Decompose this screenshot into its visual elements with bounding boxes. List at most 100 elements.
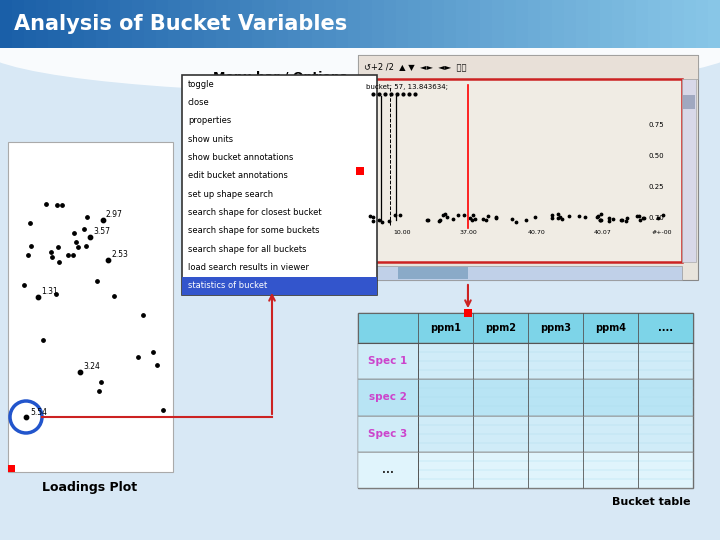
Text: Loadings Plot: Loadings Plot bbox=[42, 481, 138, 494]
Text: 40.70: 40.70 bbox=[528, 230, 546, 235]
Text: 0.50: 0.50 bbox=[649, 153, 664, 159]
Bar bbox=[288, 0, 301, 48]
Point bbox=[621, 214, 633, 222]
Point bbox=[620, 217, 631, 226]
Text: 40.07: 40.07 bbox=[593, 230, 611, 235]
Bar bbox=[144, 0, 157, 48]
Point bbox=[552, 210, 564, 219]
Point bbox=[403, 90, 415, 98]
Text: properties: properties bbox=[188, 116, 231, 125]
Bar bbox=[660, 0, 673, 48]
Point bbox=[46, 252, 58, 261]
Point bbox=[595, 210, 607, 219]
Bar bbox=[252, 0, 265, 48]
Text: ↺+2 /2  ▲ ▼  ◄►  ◄►  🔍🔎: ↺+2 /2 ▲ ▼ ◄► ◄► 🔍🔎 bbox=[364, 63, 467, 71]
Text: 0.25: 0.25 bbox=[649, 184, 664, 190]
Bar bbox=[360, 79, 682, 262]
Point bbox=[72, 243, 84, 252]
Bar bbox=[504, 0, 517, 48]
Bar bbox=[182, 276, 377, 295]
Bar bbox=[464, 309, 472, 317]
Text: 2.97: 2.97 bbox=[106, 210, 123, 219]
Point bbox=[521, 216, 532, 225]
Point bbox=[616, 215, 627, 224]
Point bbox=[152, 361, 163, 370]
Text: statistics of bucket: statistics of bucket bbox=[188, 281, 267, 291]
Point bbox=[45, 248, 56, 256]
Point bbox=[52, 201, 63, 210]
Bar bbox=[180, 0, 193, 48]
Text: ppm1: ppm1 bbox=[430, 323, 461, 333]
Text: 37.00: 37.00 bbox=[459, 230, 477, 235]
Point bbox=[554, 213, 566, 221]
Point bbox=[634, 212, 645, 220]
Bar bbox=[84, 0, 97, 48]
Bar bbox=[358, 55, 698, 79]
Point bbox=[595, 216, 606, 225]
Bar bbox=[358, 343, 693, 379]
Bar bbox=[708, 0, 720, 48]
Text: toggle: toggle bbox=[188, 80, 215, 89]
Bar bbox=[684, 0, 697, 48]
Point bbox=[593, 212, 604, 220]
Text: Spec 1: Spec 1 bbox=[369, 356, 408, 366]
Bar bbox=[516, 0, 529, 48]
Point bbox=[604, 214, 616, 222]
Point bbox=[591, 213, 603, 221]
Point bbox=[108, 292, 120, 301]
Point bbox=[528, 213, 540, 221]
Bar bbox=[192, 0, 205, 48]
Bar bbox=[358, 266, 682, 280]
Point bbox=[32, 293, 44, 301]
Bar bbox=[552, 0, 565, 48]
Point bbox=[615, 215, 626, 224]
Point bbox=[391, 90, 402, 98]
Point bbox=[653, 213, 665, 222]
Text: 0.70: 0.70 bbox=[648, 215, 664, 221]
Bar bbox=[624, 0, 637, 48]
Point bbox=[574, 212, 585, 220]
Bar bbox=[396, 0, 409, 48]
Point bbox=[102, 255, 114, 264]
Point bbox=[422, 215, 433, 224]
Bar bbox=[8, 465, 15, 472]
Point bbox=[390, 211, 401, 220]
Bar bbox=[358, 313, 693, 343]
Bar bbox=[528, 0, 541, 48]
Point bbox=[607, 214, 618, 223]
Point bbox=[477, 214, 488, 223]
Point bbox=[482, 212, 493, 220]
Bar bbox=[348, 0, 361, 48]
Bar bbox=[588, 0, 601, 48]
Point bbox=[638, 214, 649, 222]
Text: search shape for all buckets: search shape for all buckets bbox=[188, 245, 307, 254]
Bar bbox=[264, 0, 277, 48]
Bar bbox=[36, 0, 49, 48]
Text: 5.54: 5.54 bbox=[30, 408, 47, 417]
Point bbox=[40, 200, 52, 208]
Point bbox=[68, 229, 80, 238]
Point bbox=[458, 210, 469, 219]
Point bbox=[546, 210, 558, 219]
Point bbox=[54, 257, 66, 266]
Point bbox=[367, 217, 379, 226]
Bar bbox=[312, 0, 325, 48]
Point bbox=[637, 214, 649, 222]
Bar bbox=[8, 142, 173, 472]
Bar bbox=[72, 0, 85, 48]
Point bbox=[74, 368, 86, 376]
Point bbox=[467, 215, 478, 224]
Bar bbox=[324, 0, 337, 48]
Bar bbox=[444, 0, 457, 48]
Text: set up shape search: set up shape search bbox=[188, 190, 273, 199]
Text: Analysis of Bucket Variables: Analysis of Bucket Variables bbox=[14, 14, 347, 34]
Text: load search results in viewer: load search results in viewer bbox=[188, 263, 309, 272]
Point bbox=[546, 213, 557, 222]
Bar bbox=[216, 0, 229, 48]
Point bbox=[580, 213, 591, 221]
Point bbox=[557, 215, 568, 224]
Text: #+-00: #+-00 bbox=[651, 230, 672, 235]
Bar bbox=[372, 0, 385, 48]
Text: ppm2: ppm2 bbox=[485, 323, 516, 333]
Bar bbox=[358, 452, 693, 488]
